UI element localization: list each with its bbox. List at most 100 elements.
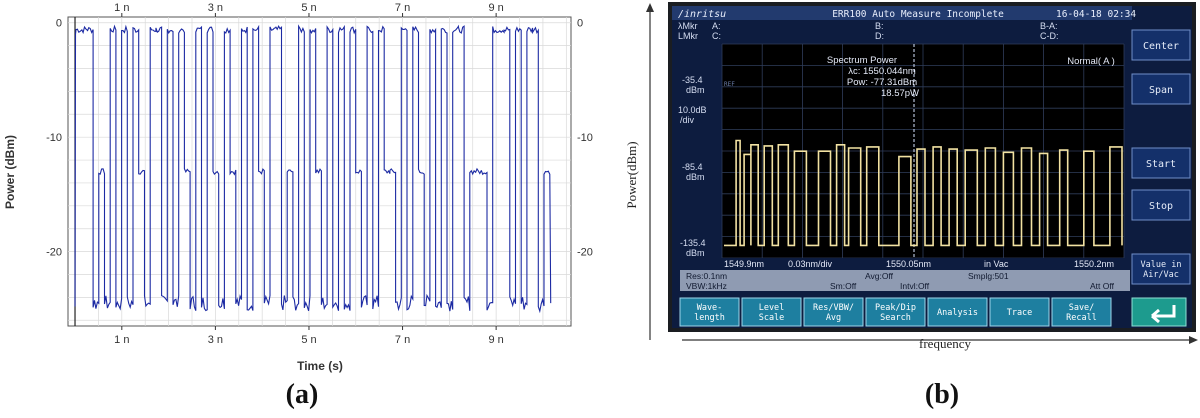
power-axis-arrow-icon bbox=[646, 3, 654, 12]
trace-grid bbox=[721, 43, 1125, 259]
y-tick-label-right: 0 bbox=[577, 18, 583, 30]
frequency-axis-label: frequency bbox=[919, 336, 971, 351]
status-sm: Sm:Off bbox=[830, 281, 857, 291]
x-tick-label: 1 n bbox=[114, 334, 129, 346]
side-button-start[interactable]: Start bbox=[1131, 147, 1191, 179]
side-button-label: Span bbox=[1149, 85, 1173, 96]
mid-unit: dBm bbox=[686, 172, 705, 182]
status-vbw: VBW:1kHz bbox=[686, 281, 727, 291]
bottom-button-resvbwavg[interactable]: Res/VBW/Avg bbox=[803, 297, 864, 327]
status-res: Res:0.1nm bbox=[686, 271, 727, 281]
tick-labels: 1 n 1 n 3 n 3 n 5 n 5 n 7 n 7 n 9 n 9 n 0 0 -10 -10 -2… bbox=[46, 2, 593, 346]
marker-c: C: bbox=[712, 31, 721, 41]
return-button[interactable] bbox=[1131, 297, 1187, 327]
y-tick-label: -10 bbox=[46, 132, 62, 144]
x-stop: 1550.2nm bbox=[1074, 259, 1114, 269]
marker-b: B: bbox=[875, 21, 884, 31]
bottom-button-saverecall[interactable]: Save/Recall bbox=[1051, 297, 1112, 327]
readout-pw: 18.57pW bbox=[881, 88, 919, 99]
bottom-button-line2: Search bbox=[880, 313, 911, 323]
x-tick-label: 9 n bbox=[488, 334, 503, 346]
readout-lambda: λc: 1550.044nm bbox=[848, 66, 916, 77]
instrument-screen: /inritsu ERR100 Auto Measure Incomplete … bbox=[668, 2, 1196, 332]
side-button-stop[interactable]: Stop bbox=[1131, 189, 1191, 221]
scale-value: 10.0dB bbox=[678, 105, 707, 115]
status-smplg: Smplg:501 bbox=[968, 271, 1009, 281]
side-value-line1: Value in bbox=[1141, 260, 1182, 270]
marker-ba: B-A: bbox=[1040, 21, 1058, 31]
x-tick-label-top: 9 n bbox=[488, 2, 503, 14]
marker-a: A: bbox=[712, 21, 721, 31]
side-button-label: Center bbox=[1143, 41, 1179, 52]
ref-tag: REF bbox=[724, 81, 735, 88]
low-level: -135.4 bbox=[680, 238, 706, 248]
x-tick-label-top: 7 n bbox=[395, 2, 410, 14]
side-value-line2: Air/Vac bbox=[1143, 270, 1179, 280]
status-intvl: Intvl:Off bbox=[900, 281, 930, 291]
x-tick-label: 5 n bbox=[301, 334, 316, 346]
panel-a-caption: (a) bbox=[286, 379, 319, 410]
y-tick-label-right: -20 bbox=[577, 247, 593, 259]
side-button-span[interactable]: Span bbox=[1131, 73, 1191, 105]
y-axis-label: Power (dBm) bbox=[3, 135, 17, 209]
y-tick-label: -20 bbox=[46, 247, 62, 259]
panel-b: Power(dBm) frequency (b) /inritsu ERR100… bbox=[600, 0, 1200, 413]
status-avg: Avg:Off bbox=[865, 271, 894, 281]
x-axis-label: Time (s) bbox=[297, 359, 343, 373]
time-domain-chart: 1 n 1 n 3 n 3 n 5 n 5 n 7 n 7 n 9 n 9 n 0 0 -10 -10 -2… bbox=[0, 0, 600, 413]
x-tick-label-top: 1 n bbox=[114, 2, 129, 14]
osa-photo: Power(dBm) frequency (b) /inritsu ERR100… bbox=[600, 0, 1200, 413]
x-tick-label: 3 n bbox=[208, 334, 223, 346]
brand-logo: /inritsu bbox=[678, 9, 726, 20]
bottom-button-line2: Avg bbox=[826, 313, 841, 323]
marker-row1-label: λMkr bbox=[678, 21, 698, 31]
spectrum-trace[interactable] bbox=[724, 139, 1123, 247]
trace-mode: Normal( A ) bbox=[1067, 56, 1115, 67]
marker-cd: C-D: bbox=[1040, 31, 1059, 41]
bottom-button-line2: Recall bbox=[1066, 313, 1097, 323]
bottom-button-line2: length bbox=[694, 313, 725, 323]
bottom-button-line1: Trace bbox=[1007, 308, 1033, 318]
bottom-button-line1: Res/VBW/ bbox=[813, 303, 854, 313]
low-unit: dBm bbox=[686, 248, 705, 258]
x-tick-label-top: 3 n bbox=[208, 2, 223, 14]
side-button-center[interactable]: Center bbox=[1131, 29, 1191, 61]
screen-datetime: 16-04-18 02:34 bbox=[1056, 9, 1136, 20]
mid-level: -85.4 bbox=[682, 162, 703, 172]
readout-pow: Pow: -77.31dBm bbox=[847, 77, 917, 88]
scale-unit: /div bbox=[680, 115, 695, 125]
x-center: 1550.05nm bbox=[886, 259, 931, 269]
return-arrow-icon bbox=[1151, 305, 1176, 324]
readout-title: Spectrum Power bbox=[827, 55, 897, 66]
y-tick-label-right: -10 bbox=[577, 132, 593, 144]
side-button-label: Stop bbox=[1149, 201, 1173, 212]
x-tick-label: 7 n bbox=[395, 334, 410, 346]
bottom-softkeys: Wave-lengthLevelScaleRes/VBW/AvgPeak/Dip… bbox=[679, 297, 1112, 327]
x-start: 1549.9nm bbox=[724, 259, 764, 269]
bottom-button-analysis[interactable]: Analysis bbox=[927, 297, 988, 327]
panel-b-caption: (b) bbox=[925, 379, 959, 410]
signal-trace bbox=[74, 24, 552, 314]
screen-title: ERR100 Auto Measure Incomplete bbox=[832, 9, 1004, 20]
panel-a: 1 n 1 n 3 n 3 n 5 n 5 n 7 n 7 n 9 n 9 n 0 0 -10 -10 -2… bbox=[0, 0, 600, 413]
bottom-button-line1: Level bbox=[759, 303, 785, 313]
bottom-button-wavelength[interactable]: Wave-length bbox=[679, 297, 740, 327]
ref-level: -35.4 bbox=[682, 75, 703, 85]
status-att: Att Off bbox=[1090, 281, 1115, 291]
x-medium: in Vac bbox=[984, 259, 1009, 269]
bottom-button-line1: Save/ bbox=[1069, 303, 1095, 313]
x-tick-label-top: 5 n bbox=[301, 2, 316, 14]
y-tick-label: 0 bbox=[56, 18, 62, 30]
side-button-value[interactable]: Value in Air/Vac bbox=[1131, 253, 1191, 285]
ref-unit: dBm bbox=[686, 85, 705, 95]
marker-row2-label: LMkr bbox=[678, 31, 698, 41]
side-softkeys: Center Span Start Stop bbox=[1131, 29, 1191, 221]
marker-d: D: bbox=[875, 31, 884, 41]
bottom-button-line2: Scale bbox=[759, 313, 785, 323]
bottom-button-trace[interactable]: Trace bbox=[989, 297, 1050, 327]
bottom-button-line1: Analysis bbox=[937, 308, 978, 318]
power-axis-label: Power(dBm) bbox=[624, 141, 639, 208]
frequency-axis-arrow-icon bbox=[1189, 336, 1198, 344]
